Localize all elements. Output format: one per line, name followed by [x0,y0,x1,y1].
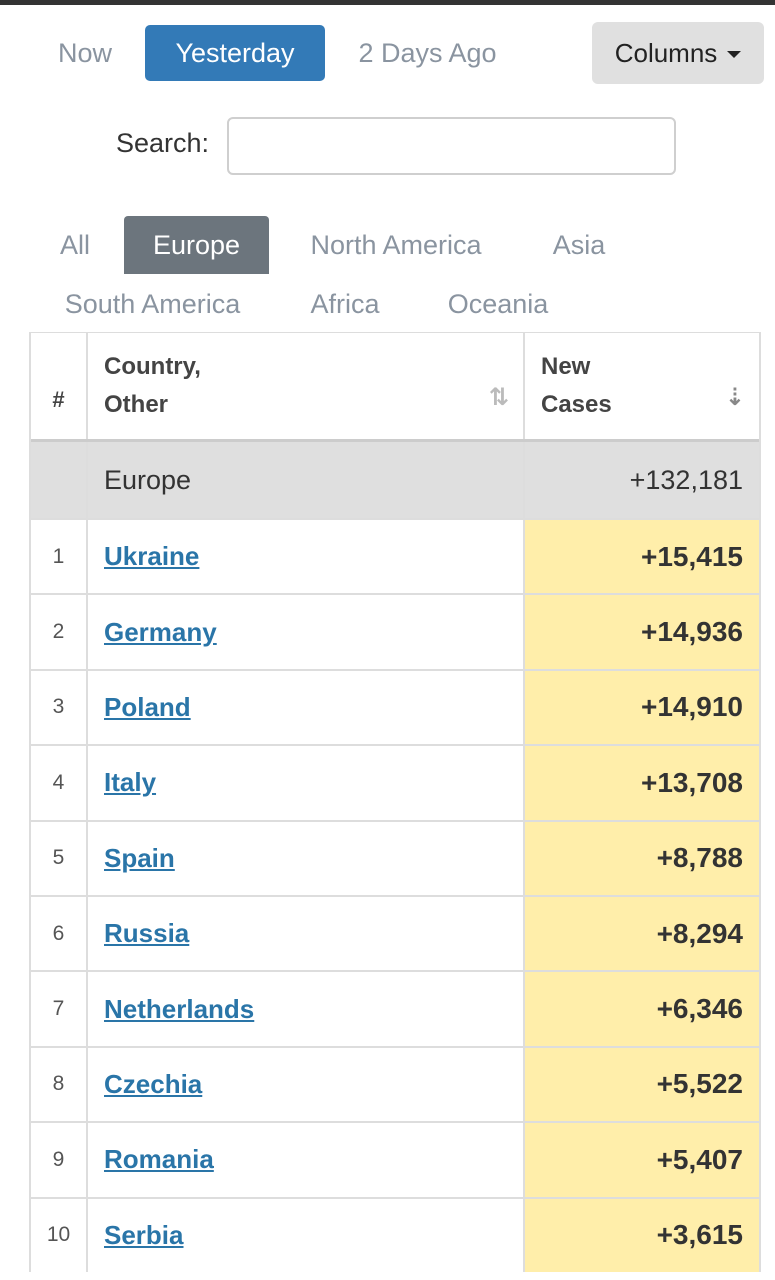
row-number: 8 [31,1047,88,1122]
row-number: 2 [31,595,88,669]
total-new-cases: +132,181 [629,464,743,495]
country-link[interactable]: Czechia [104,1068,203,1099]
new-cases-cell: +6,346 [525,972,759,1046]
table-row: 9 Romania +5,407 [31,1121,759,1197]
row-number: 3 [31,670,88,745]
tab-north-america[interactable]: North America [310,230,482,260]
country-link[interactable]: Ukraine [104,541,200,572]
country-link[interactable]: Netherlands [104,993,255,1024]
tab-south-america[interactable]: South America [64,289,241,319]
new-cases-cell: +14,910 [525,670,759,745]
header-country-line2: Other [104,391,169,418]
country-cell: Ukraine [88,520,525,594]
new-cases-cell: +8,788 [525,821,759,895]
new-cases-cell: +14,936 [525,595,759,669]
country-cell: Spain [88,821,525,895]
row-number: 1 [31,520,88,594]
row-number: 7 [31,972,88,1046]
country-cell: Netherlands [88,972,525,1046]
header-cases-line1: New [541,353,591,380]
new-cases-cell: +3,615 [525,1198,759,1272]
new-cases-cell: +13,708 [525,746,759,820]
tab-asia[interactable]: Asia [552,230,606,260]
cases-table: # Country, Other ⇅ New Cases ⇣ Europe +1… [29,332,761,1272]
row-number: 4 [31,746,88,820]
tab-europe[interactable]: Europe [124,216,269,274]
country-cell: Germany [88,595,525,669]
tab-oceania[interactable]: Oceania [447,289,549,319]
country-link[interactable]: Romania [104,1144,214,1175]
header-num: # [31,333,88,439]
table-row: 3 Poland +14,910 [31,668,759,745]
total-row: Europe +132,181 [31,442,759,518]
country-link[interactable]: Germany [104,616,217,647]
sort-desc-icon[interactable]: ⇣ [724,384,745,411]
sort-icon[interactable]: ⇅ [488,384,509,411]
country-cell: Serbia [88,1198,525,1272]
country-cell: Romania [88,1123,525,1197]
new-cases-cell: +15,415 [525,520,759,594]
country-link[interactable]: Serbia [104,1219,184,1250]
new-cases-cell: +5,407 [525,1123,759,1197]
day-tabs: Now Yesterday 2 Days Ago [0,25,775,81]
top-strip [0,0,775,5]
search-label: Search: [116,128,210,158]
columns-button-label: Columns [614,37,718,68]
table-row: 1 Ukraine +15,415 [31,518,759,594]
total-num [31,442,88,518]
new-cases-cell: +5,522 [525,1047,759,1122]
table-row: 8 Czechia +5,522 [31,1045,759,1122]
country-link[interactable]: Italy [104,767,157,798]
table-row: 4 Italy +13,708 [31,744,759,820]
country-cell: Italy [88,746,525,820]
tab-africa[interactable]: Africa [310,289,380,319]
header-cases-line2: Cases [541,391,612,418]
country-link[interactable]: Spain [104,842,175,873]
header-new-cases[interactable]: New Cases ⇣ [525,333,759,439]
country-link[interactable]: Russia [104,918,190,949]
search-input[interactable] [227,117,676,175]
table-row: 5 Spain +8,788 [31,819,759,895]
table-row: 7 Netherlands +6,346 [31,970,759,1046]
header-country[interactable]: Country, Other ⇅ [88,333,525,439]
tab-2-days-ago[interactable]: 2 Days Ago [358,38,497,68]
row-number: 10 [31,1198,88,1272]
country-cell: Czechia [88,1047,525,1122]
country-cell: Poland [88,670,525,745]
row-number: 6 [31,896,88,971]
table-header: # Country, Other ⇅ New Cases ⇣ [31,332,759,442]
row-number: 9 [31,1123,88,1197]
country-link[interactable]: Poland [104,691,191,722]
row-number: 5 [31,821,88,895]
table-row: 2 Germany +14,936 [31,593,759,669]
table-row: 10 Serbia +3,615 [31,1196,759,1272]
new-cases-cell: +8,294 [525,896,759,971]
caret-down-icon [727,51,742,58]
tab-yesterday[interactable]: Yesterday [145,25,325,81]
tab-now[interactable]: Now [57,38,112,68]
table-body: 1 Ukraine +15,415 2 Germany +14,936 3 Poland +14… [31,518,759,1272]
country-cell: Russia [88,896,525,971]
tab-all[interactable]: All [59,230,90,260]
header-country-line1: Country, [104,353,201,380]
columns-button[interactable]: Columns [592,22,764,84]
table-row: 6 Russia +8,294 [31,894,759,971]
total-name: Europe [88,442,525,518]
